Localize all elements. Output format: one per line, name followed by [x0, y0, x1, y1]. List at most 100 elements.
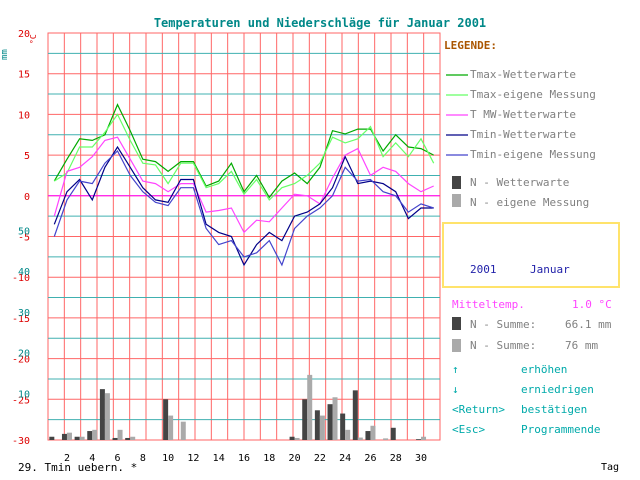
precip-tick-label: 40 — [18, 267, 30, 278]
precip-tick-label: 50 — [18, 227, 30, 238]
period-box — [442, 222, 620, 288]
temp-tick-label: -10 — [12, 273, 30, 284]
x-tick-label: 8 — [140, 453, 146, 464]
period-year: 2001 — [470, 263, 497, 276]
legend-title: LEGENDE: — [444, 39, 497, 52]
x-tick-label: 10 — [162, 453, 174, 464]
precip-bar — [416, 439, 422, 440]
temp-series-line — [53, 145, 434, 267]
precip-tick-label: 20 — [18, 349, 30, 360]
legend-item-label: Tmin-eigene Messung — [470, 148, 596, 161]
control-key: ↑ — [452, 363, 459, 376]
sum-swatch-2 — [452, 339, 461, 352]
temp-tick-label: -15 — [12, 314, 30, 325]
control-action: erhöhen — [521, 363, 567, 376]
precip-bar — [383, 438, 389, 440]
x-tick-label: 4 — [89, 453, 95, 464]
temp-tick-label: 0 — [24, 192, 30, 203]
precip-bar — [104, 393, 110, 440]
sum-value-2: 76 mm — [565, 339, 598, 352]
precip-bar — [130, 436, 136, 440]
status-line: 29. Tmin uebern. * — [18, 461, 137, 474]
precip-tick-label: 10 — [18, 389, 30, 400]
precip-bar — [49, 436, 55, 440]
x-tick-label: 12 — [187, 453, 199, 464]
chart-title: Temperaturen und Niederschläge für Janua… — [154, 16, 486, 30]
x-tick-label: 22 — [314, 453, 326, 464]
precip-bar — [370, 425, 376, 440]
precip-bar — [340, 413, 346, 440]
x-tick-label: 18 — [263, 453, 275, 464]
legend-bar-swatch — [452, 194, 461, 207]
precip-bar — [352, 390, 358, 440]
precip-bar — [365, 431, 371, 440]
control-action: erniedrigen — [521, 383, 594, 396]
x-axis-label: Tag — [601, 462, 619, 473]
precip-bar — [332, 397, 338, 440]
x-tick-label: 26 — [364, 453, 376, 464]
control-key: <Return> — [452, 403, 505, 416]
legend-item-label: N - eigene Messung — [470, 196, 589, 209]
precip-axis-label: mm — [0, 49, 10, 60]
precip-bar — [99, 389, 105, 440]
temp-tick-label: -20 — [12, 355, 30, 366]
precip-bar — [421, 436, 427, 440]
control-key: <Esc> — [452, 423, 485, 436]
precip-bar — [66, 432, 72, 440]
precip-bar — [319, 415, 325, 440]
legend-bar-swatch — [452, 176, 461, 189]
sum-swatch-1 — [452, 317, 461, 330]
legend-item-label: Tmax-Wetterwarte — [470, 68, 576, 81]
temp-tick-label: -25 — [12, 395, 30, 406]
precip-bar — [117, 429, 123, 440]
precip-bar — [92, 429, 98, 440]
x-tick-label: 2 — [64, 453, 70, 464]
temp-series-line — [53, 150, 434, 267]
x-tick-label: 16 — [238, 453, 250, 464]
precip-tick-label: 30 — [18, 308, 30, 319]
precip-bar — [302, 399, 308, 440]
temp-tick-label: 20 — [18, 29, 30, 40]
legend-item-label: Tmin-Wetterwarte — [470, 128, 576, 141]
x-tick-label: 30 — [415, 453, 427, 464]
precip-bar — [87, 431, 93, 440]
sum-value-1: 66.1 mm — [565, 318, 612, 331]
legend-item-label: T MW-Wetterwarte — [470, 108, 576, 121]
legend-item-label: N - Wetterwarte — [470, 176, 569, 189]
precip-bar — [163, 399, 169, 440]
temp-tick-label: 10 — [18, 110, 30, 121]
x-tick-label: 20 — [289, 453, 301, 464]
temp-axis-label: °C — [29, 34, 38, 44]
precip-bar — [357, 437, 363, 440]
precip-bar — [327, 404, 333, 440]
temp-series-line — [53, 113, 435, 201]
precip-bar — [390, 427, 396, 440]
x-tick-label: 14 — [213, 453, 225, 464]
mittel-label: Mitteltemp. — [452, 298, 525, 311]
temp-tick-label: 15 — [18, 70, 30, 81]
temp-tick-label: -30 — [12, 436, 30, 447]
precip-bar — [125, 437, 131, 440]
temp-series-line — [53, 103, 434, 199]
control-key: ↓ — [452, 383, 459, 396]
sum-label-1: N - Summe: — [470, 318, 536, 331]
x-tick-label: 6 — [115, 453, 121, 464]
legend-item-label: Tmax-eigene Messung — [470, 88, 596, 101]
temp-tick-label: -5 — [18, 233, 30, 244]
precip-bar — [289, 436, 295, 440]
control-action: bestätigen — [521, 403, 587, 416]
x-tick-label: 28 — [390, 453, 402, 464]
precip-bar — [294, 437, 300, 440]
mittel-value: 1.0 °C — [572, 298, 612, 311]
temp-tick-label: 5 — [24, 151, 30, 162]
control-action: Programmende — [521, 423, 600, 436]
precip-bar — [345, 429, 351, 440]
precip-bar — [61, 433, 67, 440]
temp-series-line — [53, 136, 434, 234]
precip-bar — [314, 410, 320, 440]
precip-bar — [180, 421, 186, 440]
sum-label-2: N - Summe: — [470, 339, 536, 352]
period-month: Januar — [530, 263, 570, 276]
precip-bar — [168, 415, 174, 440]
